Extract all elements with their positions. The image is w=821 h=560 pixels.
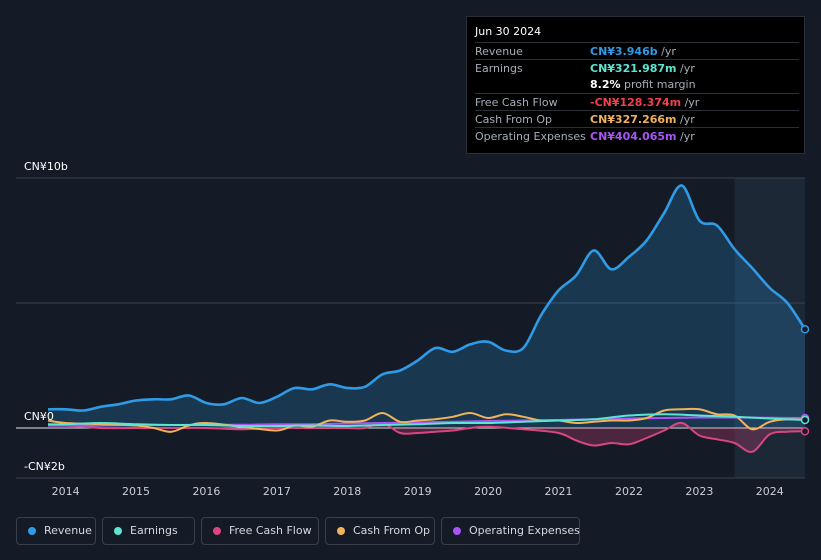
revenue-area (48, 185, 805, 428)
tooltip-value: 8.2% (590, 78, 621, 91)
tooltip-unit: /yr (661, 45, 676, 58)
legend-item-operating-expenses[interactable]: Operating Expenses (441, 517, 580, 545)
tooltip-row-revenue: Revenue CN¥3.946b /yr (475, 42, 799, 60)
legend-item-free-cash-flow[interactable]: Free Cash Flow (201, 517, 319, 545)
free-cash-flow-endpoint (800, 427, 810, 436)
tooltip-unit: profit margin (624, 78, 696, 91)
tooltip-unit: /yr (680, 62, 695, 75)
legend-label: Cash From Op (353, 524, 431, 537)
tooltip-row-cash-from-op: Cash From Op CN¥327.266m /yr (475, 110, 799, 128)
tooltip-label: Revenue (475, 45, 523, 58)
free-cash-flow-line (47, 421, 806, 453)
x-tick-label: 2022 (614, 485, 643, 498)
legend-label: Free Cash Flow (229, 524, 312, 537)
legend-item-cash-from-op[interactable]: Cash From Op (325, 517, 435, 545)
tooltip-value: CN¥321.987m (590, 62, 677, 75)
tooltip-label: Free Cash Flow (475, 96, 558, 109)
x-tick-label: 2017 (262, 485, 291, 498)
tooltip-value: -CN¥128.374m (590, 96, 682, 109)
tooltip-unit: /yr (684, 96, 700, 109)
free-cash-flow-area (48, 422, 805, 452)
tooltip-label: Cash From Op (475, 113, 553, 126)
earnings-line (47, 413, 806, 428)
tooltip-value: CN¥3.946b (590, 45, 658, 58)
legend-item-revenue[interactable]: Revenue (16, 517, 96, 545)
revenue-line (47, 184, 807, 412)
x-tick-label: 2021 (544, 485, 573, 498)
legend-label: Earnings (130, 524, 178, 537)
y-tick-label: -CN¥2b (24, 460, 65, 473)
tooltip-unit: /yr (680, 130, 695, 143)
x-tick-label: 2015 (122, 485, 151, 498)
x-tick-label: 2020 (474, 485, 503, 498)
x-tick-label: 2014 (51, 485, 80, 498)
tooltip-label: Operating Expenses (475, 130, 586, 143)
tooltip-row-earnings: Earnings CN¥321.987m /yr (475, 59, 799, 77)
earnings-endpoint (800, 415, 810, 425)
legend-dot-icon (337, 527, 345, 535)
tooltip-label: Earnings (475, 62, 523, 75)
x-tick-label: 2016 (192, 485, 221, 498)
tooltip-unit: /yr (680, 113, 695, 126)
series-lines (47, 184, 807, 453)
legend-label: Operating Expenses (469, 524, 580, 537)
tooltip-row-free-cash-flow: Free Cash Flow -CN¥128.374m /yr (475, 93, 799, 111)
tooltip-value: CN¥327.266m (590, 113, 677, 126)
revenue-endpoint (800, 325, 810, 334)
tooltip-date: Jun 30 2024 (475, 25, 542, 38)
cash-from-op-line (47, 407, 806, 433)
x-tick-label: 2024 (755, 485, 784, 498)
y-tick-label: CN¥0 (24, 410, 54, 423)
legend-dot-icon (28, 527, 36, 535)
x-tick-label: 2018 (333, 485, 362, 498)
x-tick-label: 2023 (685, 485, 714, 498)
series-areas (48, 185, 805, 452)
legend-item-earnings[interactable]: Earnings (102, 517, 195, 545)
y-tick-label: CN¥10b (24, 160, 68, 173)
legend-dot-icon (213, 527, 221, 535)
series-endpoints (800, 325, 810, 436)
tooltip-value: CN¥404.065m (590, 130, 677, 143)
tooltip: Jun 30 2024 Revenue CN¥3.946b /yr Earnin… (466, 16, 805, 154)
tooltip-row-profit-margin: 8.2% profit margin (475, 76, 799, 93)
tooltip-row-operating-expenses: Operating Expenses CN¥404.065m /yr (475, 127, 799, 145)
legend-dot-icon (114, 527, 122, 535)
legend-label: Revenue (44, 524, 92, 537)
legend-dot-icon (453, 527, 461, 535)
x-tick-label: 2019 (403, 485, 432, 498)
